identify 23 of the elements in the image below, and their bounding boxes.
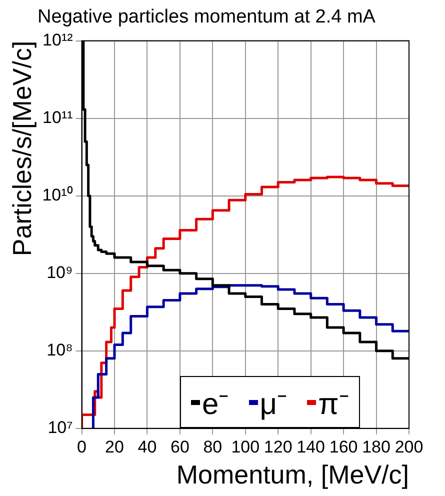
x-tick-label: 80 — [203, 437, 222, 456]
y-tick-label: 10⁷ — [48, 418, 73, 438]
x-tick-label: 140 — [296, 437, 326, 456]
legend-label: π⁻ — [318, 386, 349, 423]
y-tick-label: 10¹¹ — [42, 108, 74, 128]
x-tick-label: 180 — [362, 437, 390, 456]
x-tick-label: 20 — [105, 437, 124, 456]
y-tick-label: 10⁹ — [46, 263, 73, 282]
y-tick-label: 10⁸ — [46, 340, 73, 360]
x-tick-label: 100 — [231, 437, 260, 456]
y-tick-label: 10¹² — [42, 30, 74, 50]
x-tick-label: 120 — [264, 437, 292, 456]
x-tick-label: 160 — [329, 437, 358, 456]
x-tick-label: 200 — [394, 437, 424, 456]
y-axis-title: Particles/s/[MeV/c] — [6, 40, 37, 256]
x-axis-title: Momentum, [MeV/c] — [176, 460, 409, 490]
chart-title: Negative particles momentum at 2.4 mA — [38, 6, 376, 28]
x-tick-label: 40 — [138, 437, 157, 456]
y-tick-label: 10¹⁰ — [42, 186, 73, 205]
x-tick-label: 60 — [170, 437, 190, 456]
legend-label: μ⁻ — [260, 386, 288, 423]
legend-label: e⁻ — [202, 386, 229, 423]
x-tick-label: 0 — [77, 437, 87, 456]
